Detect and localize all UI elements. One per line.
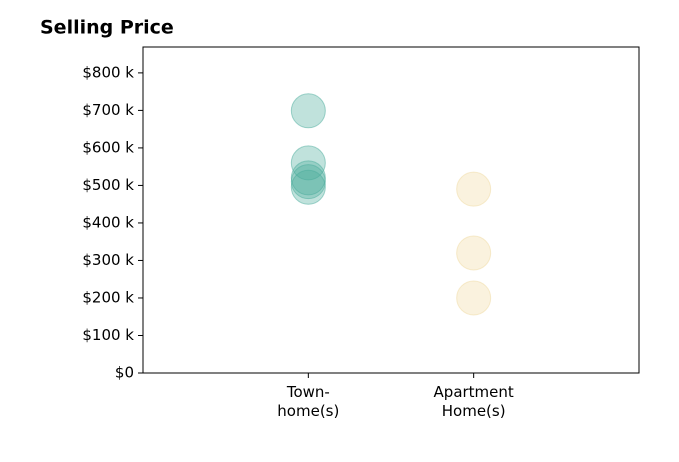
y-tick-label: $700 k <box>82 101 134 119</box>
point <box>290 145 326 181</box>
point <box>290 169 326 205</box>
point <box>456 171 492 207</box>
x-tick-label: Apartment Home(s) <box>434 383 514 420</box>
y-tick-label: $100 k <box>82 326 134 344</box>
y-tick-label: $800 k <box>82 63 134 81</box>
y-tick-label: $200 k <box>82 288 134 306</box>
point <box>456 235 492 271</box>
plot-frame <box>142 46 640 374</box>
point <box>290 93 326 129</box>
y-tick-label: $500 k <box>82 176 134 194</box>
point <box>290 164 326 200</box>
x-tick-label: Town-home(s) <box>277 383 339 420</box>
y-tick-label: $300 k <box>82 251 134 269</box>
y-tick-label: $400 k <box>82 213 134 231</box>
y-tick-label: $600 k <box>82 138 134 156</box>
point <box>456 280 492 316</box>
y-tick-label: $0 <box>115 364 134 382</box>
chart-title: Selling Price <box>40 17 174 39</box>
